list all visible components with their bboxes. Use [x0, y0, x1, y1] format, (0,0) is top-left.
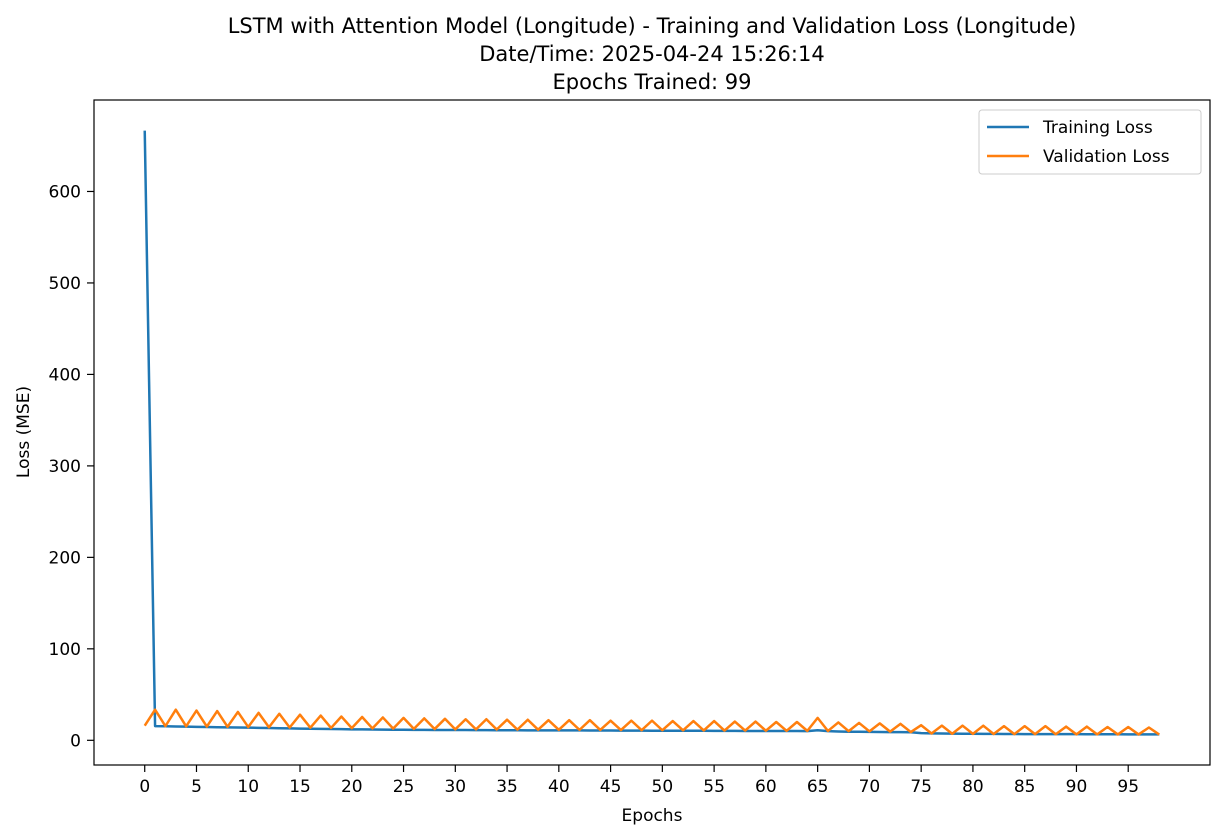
y-tick-label: 100: [49, 640, 81, 660]
x-tick-label: 0: [139, 777, 150, 797]
x-tick-label: 85: [1014, 777, 1036, 797]
chart-title: LSTM with Attention Model (Longitude) - …: [228, 14, 1077, 94]
x-tick-label: 40: [548, 777, 570, 797]
x-tick-label: 30: [444, 777, 466, 797]
y-tick-label: 500: [49, 274, 81, 294]
plot-frame: [93, 99, 1211, 766]
x-tick-label: 70: [859, 777, 881, 797]
x-tick-label: 60: [755, 777, 777, 797]
legend-box: [978, 109, 1202, 175]
x-axis-ticks: 0 5 10 15 20 25 30 35 40 45 50 55 60 65 70 75 80 85 90 95: [139, 765, 1139, 797]
y-tick-label: 400: [49, 365, 81, 385]
y-tick-label: 300: [49, 457, 81, 477]
x-tick-label: 25: [393, 777, 415, 797]
x-tick-label: 35: [496, 777, 518, 797]
x-tick-label: 10: [237, 777, 259, 797]
series-line-training-loss: [143, 130, 1160, 736]
legend: Training Loss Validation Loss: [978, 109, 1202, 175]
x-tick-label: 50: [652, 777, 674, 797]
y-axis-ticks: 0 100 200 300 400 500 600: [49, 182, 94, 751]
series-layer: [143, 130, 1160, 736]
x-tick-label: 80: [962, 777, 984, 797]
series-line-validation-loss: [143, 708, 1160, 736]
y-tick-label: 0: [70, 731, 81, 751]
x-tick-label: 45: [600, 777, 622, 797]
chart-title-line-3: Epochs Trained: 99: [552, 70, 751, 94]
x-tick-label: 95: [1117, 777, 1139, 797]
legend-label-validation: Validation Loss: [1043, 147, 1170, 167]
y-axis-label: Loss (MSE): [14, 386, 34, 478]
x-tick-label: 65: [807, 777, 829, 797]
x-axis-label: Epochs: [622, 806, 683, 826]
chart-title-line-1: LSTM with Attention Model (Longitude) - …: [228, 14, 1077, 38]
y-tick-label: 600: [49, 182, 81, 202]
x-tick-label: 5: [191, 777, 202, 797]
x-tick-label: 90: [1066, 777, 1088, 797]
x-tick-label: 15: [289, 777, 311, 797]
chart-title-line-2: Date/Time: 2025-04-24 15:26:14: [479, 42, 824, 66]
x-tick-label: 20: [341, 777, 363, 797]
legend-label-training: Training Loss: [1042, 118, 1153, 138]
y-tick-label: 200: [49, 548, 81, 568]
plot-area: 0 5 10 15 20 25 30 35 40 45 50 55 60 65 70 75 80 85 90 95 0…: [49, 99, 1211, 797]
x-tick-label: 55: [703, 777, 725, 797]
x-tick-label: 75: [910, 777, 932, 797]
